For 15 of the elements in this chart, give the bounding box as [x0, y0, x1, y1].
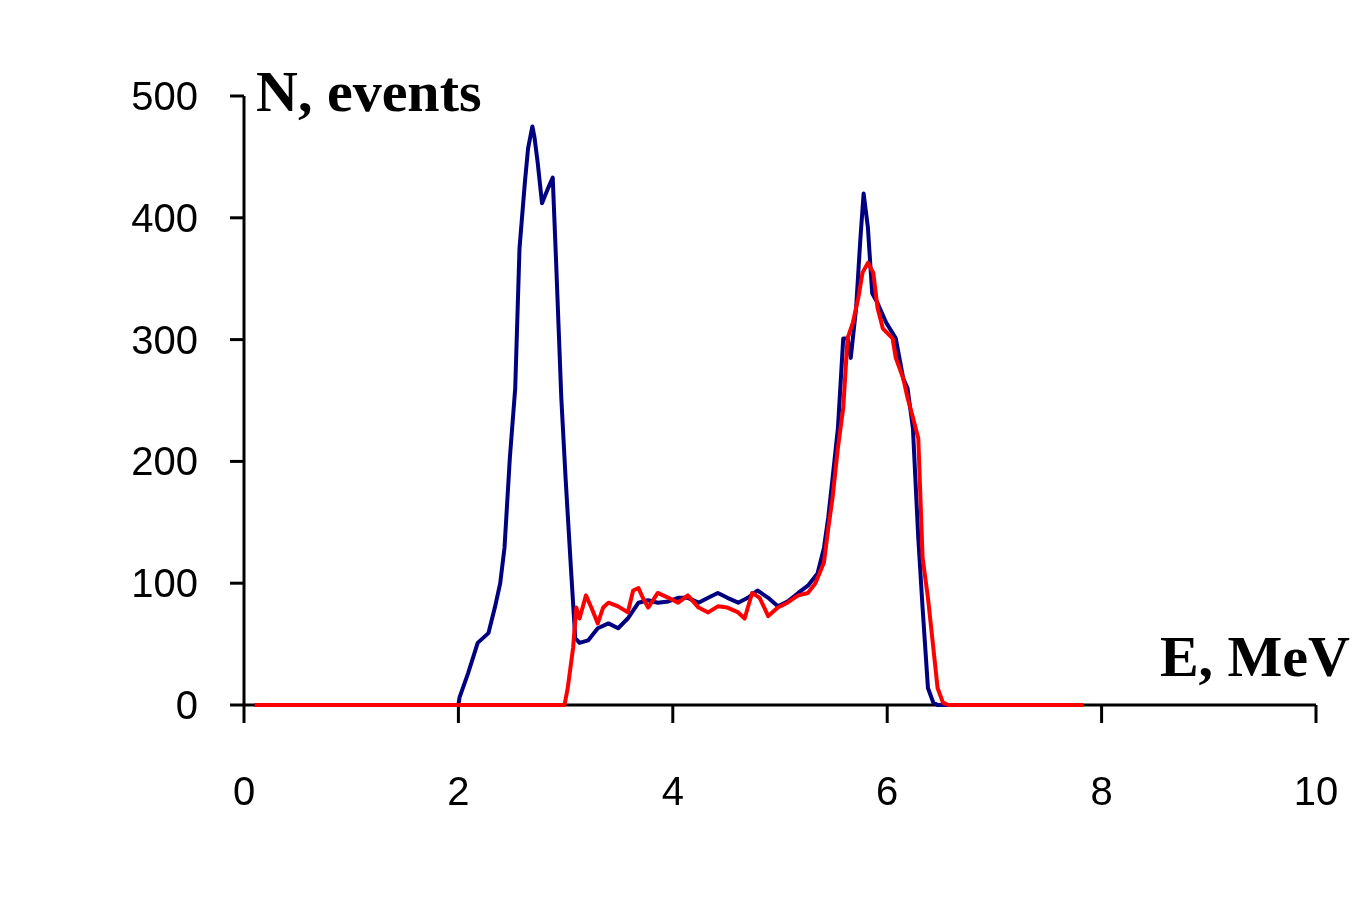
y-tick-label: 400: [131, 195, 198, 240]
y-tick-label: 200: [131, 439, 198, 484]
x-tick-label: 0: [232, 769, 256, 813]
y-tick-label: 300: [131, 317, 198, 362]
x-axis-title: E, MeV: [1159, 624, 1351, 689]
x-tick-label: 2: [447, 769, 470, 813]
x-tick-label: 6: [876, 769, 899, 813]
x-tick-label: 10: [1293, 769, 1339, 813]
x-tick-label: 8: [1090, 769, 1113, 813]
line-series: [252, 260, 1086, 707]
y-tick-label: 100: [131, 561, 198, 606]
y-axis-title: N, events: [256, 59, 482, 124]
x-tick-label: 4: [661, 769, 684, 813]
y-tick-label: 0: [175, 683, 198, 727]
y-tick-label: 500: [131, 74, 198, 118]
